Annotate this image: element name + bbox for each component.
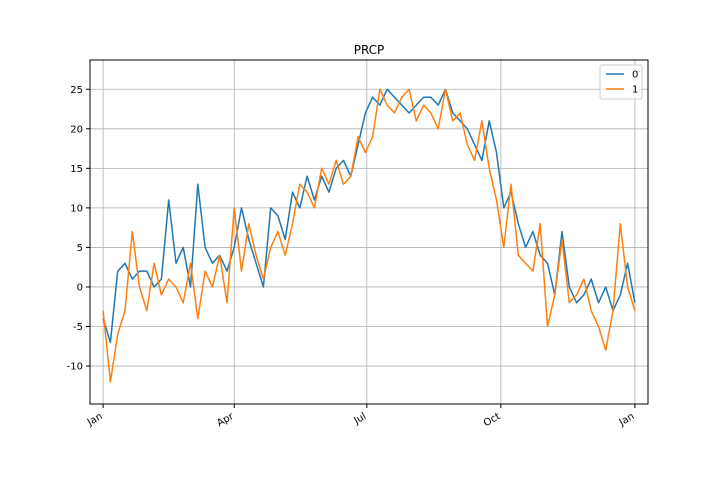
plot-area-frame	[89, 59, 649, 405]
x-tick-label: Oct	[482, 411, 503, 429]
grid-lines	[90, 60, 648, 404]
y-tick-label: 10	[70, 203, 83, 214]
chart-title: PRCP	[354, 43, 385, 57]
x-axis: Jan Apr Jul Oct Jan	[85, 404, 636, 429]
x-tick-label: Jan	[85, 411, 105, 429]
series-line-0	[102, 88, 636, 344]
legend-label-0: 0	[632, 70, 638, 81]
y-tick-label: 15	[70, 164, 83, 175]
y-tick-label: 5	[77, 243, 83, 254]
x-tick-label: Jan	[617, 411, 637, 429]
y-tick-label: 20	[70, 124, 83, 135]
y-tick-label: -10	[67, 362, 83, 373]
legend-label-1: 1	[632, 85, 638, 96]
x-tick-label: Apr	[215, 411, 236, 430]
y-tick-label: 25	[70, 85, 83, 96]
series-layer	[102, 88, 636, 383]
y-axis: -10 -5 0 5 10 15 20 25	[67, 85, 90, 373]
series-line-1	[102, 88, 636, 383]
x-tick-label: Jul	[351, 411, 368, 427]
y-tick-label: 0	[77, 282, 83, 293]
legend: 01	[599, 64, 643, 100]
y-tick-label: -5	[73, 322, 83, 333]
